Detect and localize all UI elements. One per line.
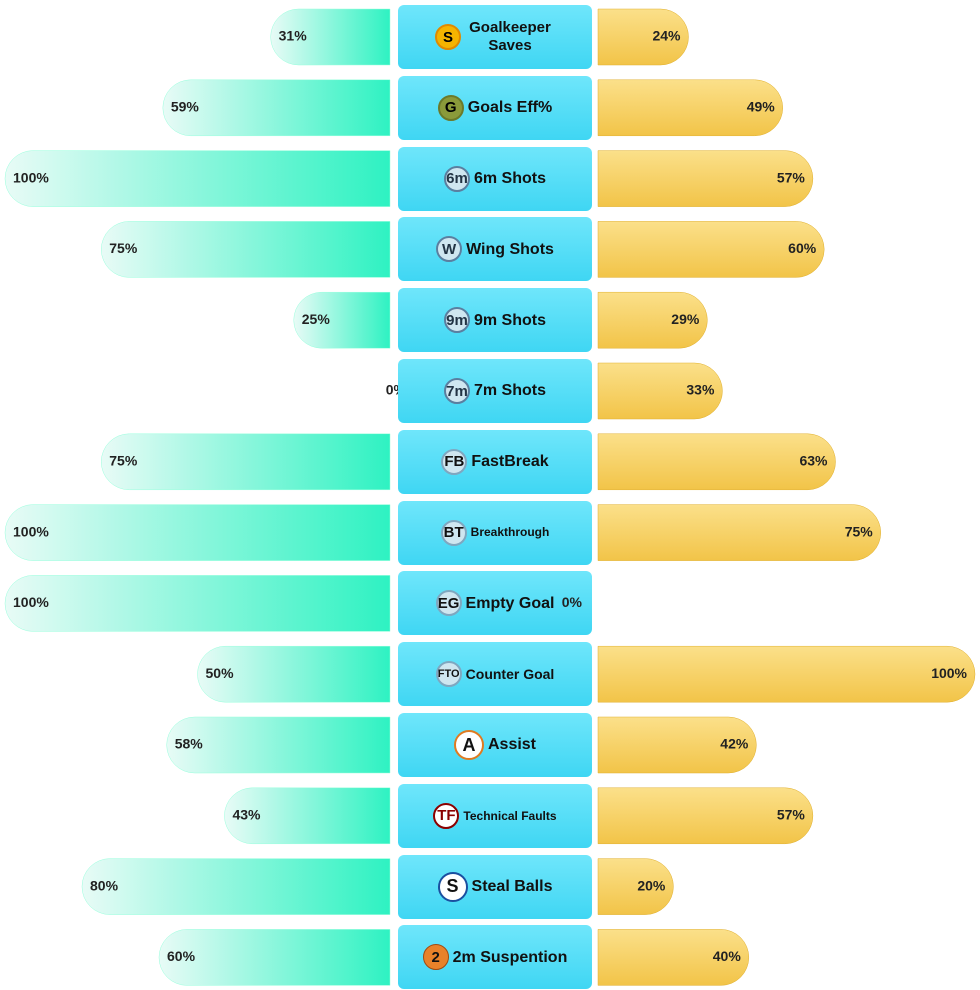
right-value-label: 24% xyxy=(652,28,681,44)
left-bar xyxy=(4,575,391,632)
category-icon: W xyxy=(436,236,463,263)
right-value-label: 57% xyxy=(777,807,806,823)
category-icon: G xyxy=(437,94,464,121)
category-label: Empty Goal xyxy=(465,594,555,612)
right-value-label: 75% xyxy=(845,523,874,539)
left-value-label: 60% xyxy=(167,948,196,964)
right-bar xyxy=(597,362,723,420)
category-box: 6m 6m Shots xyxy=(398,146,592,211)
category-box: 9m 9m Shots xyxy=(398,288,592,353)
category-label: Technical Faults xyxy=(463,808,557,823)
right-bar xyxy=(597,929,750,986)
right-value-label: 60% xyxy=(788,240,817,256)
right-bar xyxy=(597,150,814,207)
left-value-label: 80% xyxy=(90,877,119,893)
category-box: FB FastBreak xyxy=(398,429,592,494)
category-icon: FB xyxy=(441,448,468,475)
category-label: Breakthrough xyxy=(470,525,550,540)
right-value-label: 40% xyxy=(713,948,742,964)
left-value-label: 100% xyxy=(13,523,49,539)
category-icon: S xyxy=(437,871,468,902)
category-label: 7m Shots xyxy=(473,382,546,400)
right-value-label: 29% xyxy=(671,311,700,327)
right-bar xyxy=(597,716,757,774)
left-value-label: 59% xyxy=(171,99,200,115)
left-bar xyxy=(101,433,391,491)
left-bar xyxy=(197,645,391,703)
right-bar xyxy=(597,504,881,561)
left-value-label: 50% xyxy=(206,665,235,681)
category-label: Assist xyxy=(487,736,537,754)
left-bar xyxy=(293,291,391,349)
left-bar xyxy=(162,79,391,137)
category-box: G Goals Eff% xyxy=(398,75,592,140)
left-value-label: 100% xyxy=(13,169,49,185)
left-value-label: 75% xyxy=(109,240,138,256)
category-label: FastBreak xyxy=(471,453,549,471)
category-label: Counter Goal xyxy=(465,665,555,682)
right-value-label: 20% xyxy=(637,877,666,893)
category-icon: 9m xyxy=(443,307,470,334)
left-value-label: 25% xyxy=(302,311,331,327)
right-bar xyxy=(597,8,689,66)
right-bar xyxy=(597,858,674,915)
category-box: 7m 7m Shots xyxy=(398,359,592,423)
left-bar xyxy=(4,150,391,207)
category-box: TF Technical Faults xyxy=(398,783,592,848)
left-bar xyxy=(270,8,391,66)
left-bar xyxy=(166,716,391,774)
category-box: W Wing Shots xyxy=(398,217,592,282)
left-value-label: 31% xyxy=(279,28,308,44)
right-bar xyxy=(597,291,708,349)
category-box: A Assist xyxy=(398,713,592,777)
category-icon: A xyxy=(453,730,484,760)
category-icon: S xyxy=(435,24,461,50)
left-bar xyxy=(224,787,391,845)
right-bar xyxy=(597,787,814,845)
right-bar xyxy=(597,79,783,137)
right-bar xyxy=(597,221,825,278)
right-value-label: 100% xyxy=(931,665,967,681)
right-bar xyxy=(597,433,836,491)
category-label: 9m Shots xyxy=(473,311,546,329)
left-bar xyxy=(4,504,391,561)
category-icon: 7m xyxy=(443,378,470,404)
category-label: 6m Shots xyxy=(473,170,546,187)
category-icon: EG xyxy=(435,590,462,617)
left-bar xyxy=(81,858,391,915)
right-value-label: 57% xyxy=(777,169,806,185)
left-value-label: 100% xyxy=(13,594,49,610)
category-icon: 6m xyxy=(443,165,470,192)
category-box: FTO Counter Goal xyxy=(398,642,592,707)
category-box: S Steal Balls xyxy=(398,854,592,919)
right-value-label: 63% xyxy=(799,453,828,469)
category-box: BT Breakthrough xyxy=(398,500,592,565)
category-icon: TF xyxy=(433,802,460,829)
category-label: Wing Shots xyxy=(466,240,554,258)
left-bar xyxy=(158,929,391,986)
left-bar xyxy=(101,221,391,278)
category-box: S Goalkeeper Saves xyxy=(398,5,592,69)
category-box: EG Empty Goal xyxy=(398,571,592,636)
right-value-label: 49% xyxy=(747,99,776,115)
category-label: Steal Balls xyxy=(471,878,553,895)
category-label: Goalkeeper Saves xyxy=(469,19,551,54)
left-value-label: 43% xyxy=(232,807,261,823)
left-value-label: 58% xyxy=(175,736,204,752)
right-value-label: 33% xyxy=(686,382,715,398)
category-icon: FTO xyxy=(435,661,462,688)
category-icon: BT xyxy=(440,519,467,546)
right-value-label: 0% xyxy=(562,594,583,610)
category-label: Goals Eff% xyxy=(467,99,553,117)
right-bar xyxy=(597,645,976,703)
left-value-label: 75% xyxy=(109,453,138,469)
right-value-label: 42% xyxy=(720,736,749,752)
